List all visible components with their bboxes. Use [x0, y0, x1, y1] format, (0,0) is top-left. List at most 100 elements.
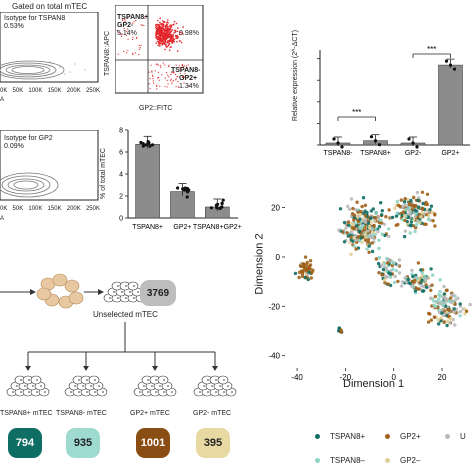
flow-event-dot	[166, 26, 169, 29]
tsne-point	[384, 266, 388, 270]
flow-event-dot	[159, 31, 162, 34]
tsne-point	[458, 302, 462, 306]
tsne-point	[400, 280, 405, 284]
flow-event-dot	[167, 34, 170, 36]
tsne-point	[432, 299, 436, 303]
tsne-point	[400, 213, 404, 218]
flow-event-dot	[168, 49, 171, 51]
tsne-point	[386, 227, 391, 231]
flow-event-dot	[167, 22, 169, 24]
tsne-point	[358, 217, 362, 221]
flow-event-dot	[175, 37, 177, 40]
flow-event-dot	[148, 71, 150, 73]
data-point	[220, 201, 224, 206]
group-count: 395	[203, 437, 223, 449]
flow-event-dot	[161, 22, 163, 25]
isotype-gp2-pct: 0.09%	[4, 143, 24, 150]
axis-a-label: A	[0, 97, 5, 103]
tsne-point	[429, 204, 434, 208]
flow-event-dot	[176, 40, 178, 43]
tsne-point	[414, 212, 418, 216]
x-tick-label: GP2-	[405, 150, 422, 157]
tsne-point	[433, 294, 437, 299]
tsne-point	[447, 299, 452, 303]
tsne-point	[438, 278, 442, 282]
flow-event-dot	[158, 79, 160, 81]
tsne-point	[352, 218, 356, 222]
flow-event-dot	[159, 45, 161, 47]
tsne-ylabel: Dimension 2	[253, 233, 266, 295]
cell-nucleus	[74, 385, 76, 387]
cell	[157, 375, 169, 385]
bar	[438, 64, 463, 146]
flow-event-dot	[182, 78, 184, 80]
data-point	[185, 187, 190, 191]
flow-event-dot	[162, 23, 165, 26]
flow-event-dot	[164, 48, 166, 51]
isotype-tspan8-pct: 0.53%	[4, 23, 24, 30]
data-point	[218, 206, 222, 211]
cell-nucleus	[102, 391, 104, 393]
tsne-point	[415, 190, 420, 195]
tsne-point	[380, 209, 384, 213]
tsne-point	[445, 319, 450, 323]
arrow-head	[98, 289, 104, 295]
flow-event-dot	[158, 26, 160, 28]
tsne-point	[301, 270, 305, 274]
cell-nucleus	[109, 297, 111, 299]
flow-event-dot	[172, 23, 175, 26]
tick: 50K	[12, 206, 24, 212]
flow-event-dot	[158, 34, 161, 37]
cell-nucleus	[78, 379, 80, 381]
flow-event-dot	[152, 78, 154, 80]
flow-event-dot	[167, 30, 170, 33]
cell-nucleus	[155, 391, 157, 393]
tsne-point	[346, 220, 351, 224]
data-point	[185, 195, 189, 199]
tsne-point	[384, 215, 388, 219]
flow-event-dot	[170, 34, 173, 36]
cell	[30, 375, 42, 385]
group-label-2: GP2+ mTEC	[130, 410, 170, 417]
tsne-point	[349, 252, 353, 256]
flow-event-dot	[182, 75, 184, 78]
tsne-point	[351, 223, 355, 227]
x-ticks-bottom: 0K 50K 100K 150K 200K 250K	[0, 206, 100, 212]
tsne-point	[366, 221, 371, 225]
y-tick-label: 6	[119, 150, 123, 157]
tsne-point	[421, 201, 425, 206]
group-count: 935	[73, 437, 93, 449]
flow-event-dot	[183, 76, 185, 78]
isotype-tspan8-plot	[0, 12, 99, 83]
flow-event-dot	[175, 78, 177, 80]
tsne-point	[458, 309, 463, 314]
flow-event-dot	[117, 53, 119, 55]
tsne-point	[451, 293, 456, 297]
x-tick-label: -20	[340, 373, 352, 382]
tsne-point	[468, 302, 472, 307]
flow-event-dot	[156, 31, 158, 33]
flow-event-dot	[127, 49, 129, 51]
tsne-point	[306, 266, 310, 270]
flow-event-dot	[157, 19, 159, 22]
flow-event-dot	[155, 33, 158, 36]
tsne-point	[353, 233, 358, 238]
x-tick-label: GP2+	[441, 150, 459, 157]
tsne-point	[365, 210, 369, 215]
flow-event-dot	[169, 24, 171, 27]
flow-event-dot	[161, 34, 164, 37]
group-count-badge-1: 935	[66, 428, 100, 458]
cell	[88, 375, 100, 385]
tsne-point	[440, 300, 444, 304]
tsne-point	[417, 287, 421, 291]
tsne-point	[356, 210, 360, 214]
flow-event-dot	[174, 29, 177, 32]
flow-event-dot	[134, 52, 136, 54]
flow-event-dot	[157, 30, 160, 32]
flow-event-dot	[159, 36, 162, 38]
tsne-point	[416, 198, 420, 203]
flow-event-dot	[159, 21, 161, 24]
cell-nucleus	[44, 391, 46, 393]
flow-event-dot	[155, 35, 157, 37]
